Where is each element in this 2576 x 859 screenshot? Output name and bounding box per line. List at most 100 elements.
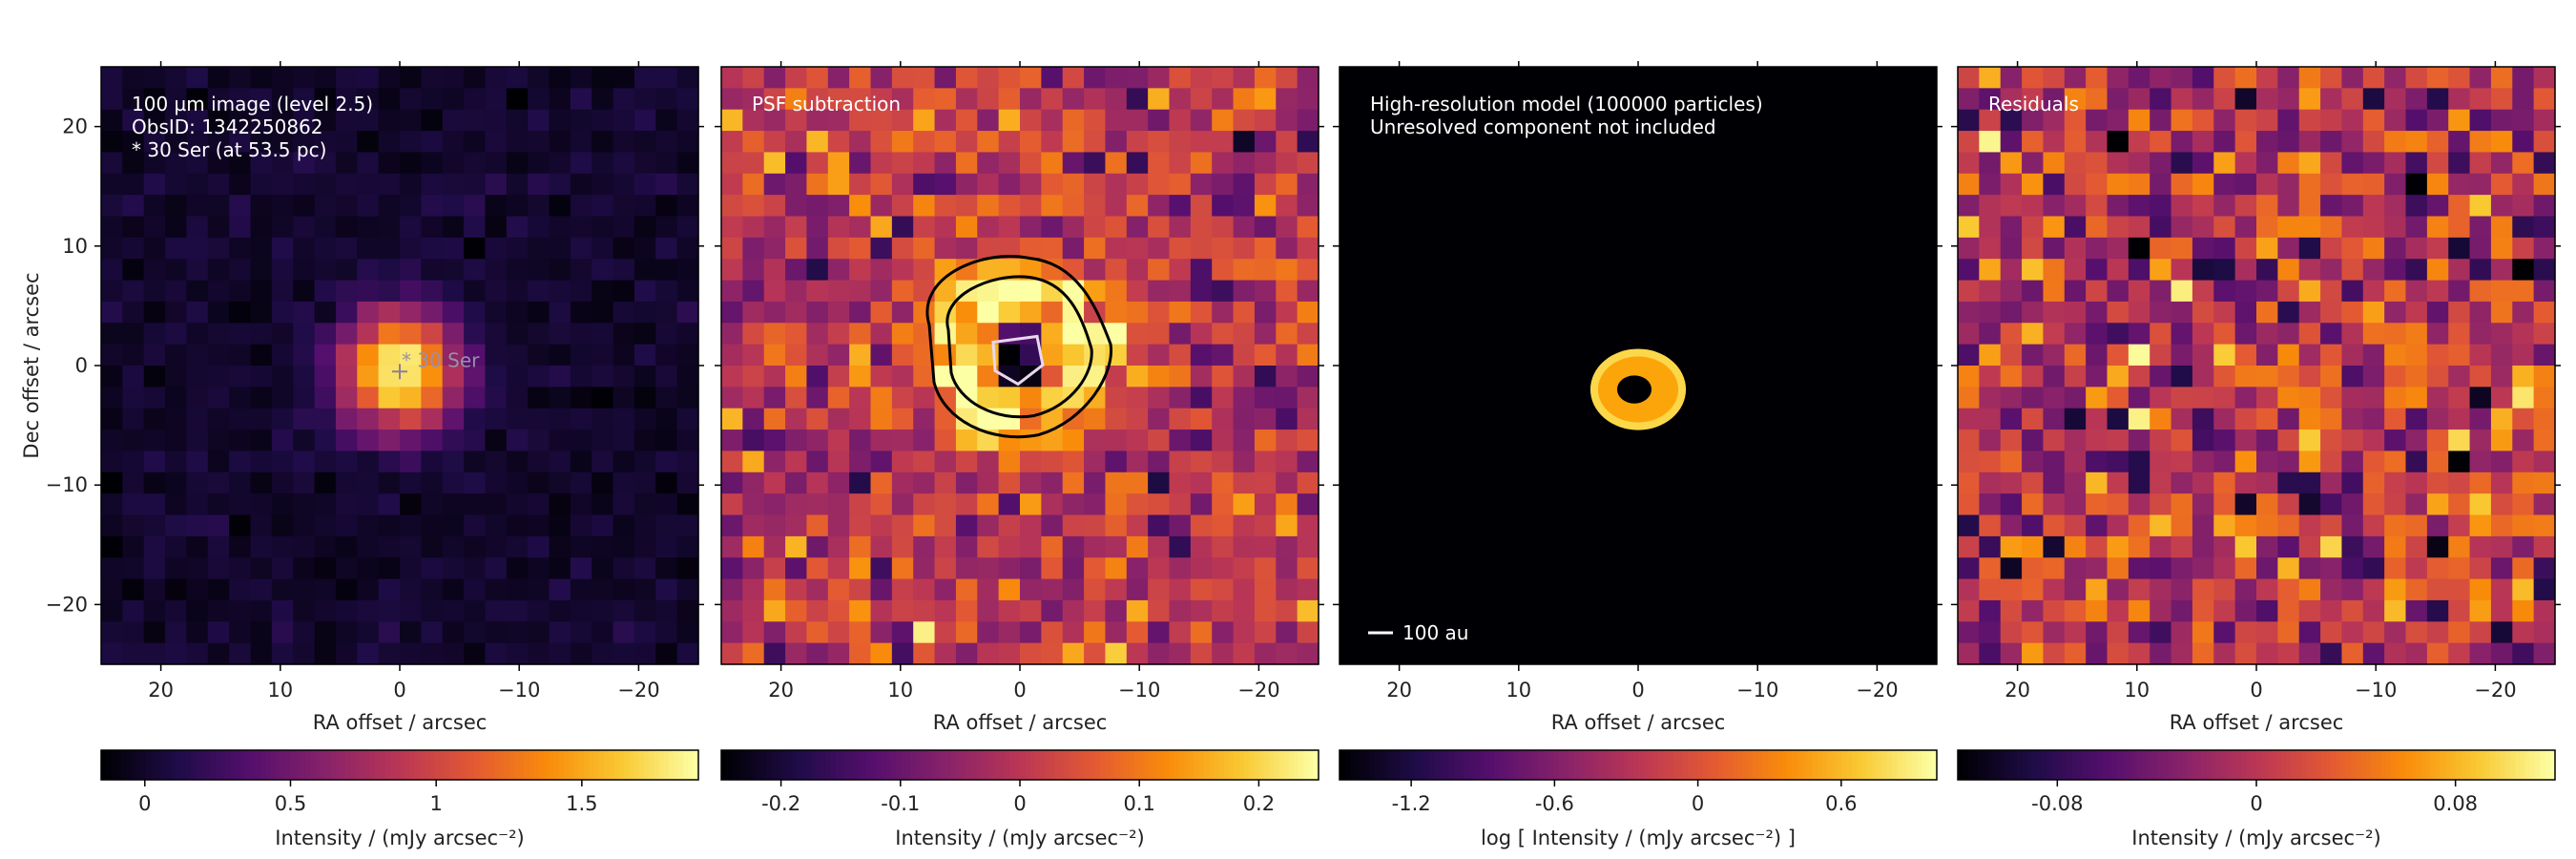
image-pixel xyxy=(2256,152,2278,175)
image-pixel xyxy=(485,621,508,644)
colorbar-segment xyxy=(845,750,852,780)
image-pixel xyxy=(2213,301,2236,324)
image-pixel xyxy=(1958,152,1980,175)
image-pixel xyxy=(613,173,635,196)
image-pixel xyxy=(186,599,209,622)
image-pixel xyxy=(1276,216,1298,239)
image-pixel xyxy=(335,387,358,409)
image-pixel xyxy=(335,450,358,473)
colorbar-segment xyxy=(394,750,401,780)
image-pixel xyxy=(1254,216,1277,239)
image-pixel xyxy=(528,109,551,132)
colorbar-segment xyxy=(2545,750,2551,780)
image-pixel xyxy=(378,557,401,580)
image-pixel xyxy=(570,514,592,537)
image-pixel xyxy=(143,514,166,537)
image-pixel xyxy=(1126,195,1149,218)
y-tick-label: 0 xyxy=(75,354,88,377)
image-pixel xyxy=(186,471,209,494)
colorbar-segment xyxy=(1383,750,1390,780)
colorbar-segment xyxy=(870,750,877,780)
image-pixel xyxy=(676,109,699,132)
image-pixel xyxy=(464,514,487,537)
colorbar-segment xyxy=(634,750,639,780)
image-pixel xyxy=(1958,514,1980,537)
image-pixel xyxy=(186,67,209,89)
image-pixel xyxy=(271,131,294,154)
image-pixel xyxy=(2107,131,2129,154)
image-pixel xyxy=(1979,301,2002,324)
colorbar-segment xyxy=(2241,750,2248,780)
colorbar-segment xyxy=(2465,750,2471,780)
image-pixel xyxy=(2405,237,2428,260)
image-pixel xyxy=(955,450,978,473)
image-pixel xyxy=(1958,216,1980,239)
colorbar-segment xyxy=(2142,750,2148,780)
colorbar-segment xyxy=(1153,750,1160,780)
image-pixel xyxy=(721,88,743,111)
image-pixel xyxy=(2490,387,2513,409)
image-pixel xyxy=(2171,301,2193,324)
image-pixel xyxy=(2234,366,2257,388)
image-pixel xyxy=(891,323,914,346)
image-pixel xyxy=(2298,621,2321,644)
image-pixel xyxy=(613,642,635,665)
image-pixel xyxy=(165,535,188,558)
image-pixel xyxy=(655,195,678,218)
image-pixel xyxy=(2171,471,2193,494)
image-pixel xyxy=(2234,216,2257,239)
image-pixel xyxy=(2150,301,2172,324)
image-pixel xyxy=(849,88,872,111)
image-pixel xyxy=(1084,195,1107,218)
image-pixel xyxy=(271,109,294,132)
image-pixel xyxy=(2405,557,2428,580)
colorbar-tick-label: 0 xyxy=(2250,792,2262,815)
colorbar-segment xyxy=(1349,750,1356,780)
image-pixel xyxy=(421,642,444,665)
image-pixel xyxy=(314,450,337,473)
image-pixel xyxy=(634,131,656,154)
image-pixel xyxy=(592,173,614,196)
image-pixel xyxy=(2298,430,2321,452)
x-tick-label: −20 xyxy=(1856,679,1898,702)
image-pixel xyxy=(1254,195,1277,218)
image-pixel xyxy=(2256,471,2278,494)
image-pixel xyxy=(1190,430,1213,452)
image-pixel xyxy=(1212,259,1235,282)
image-pixel xyxy=(2150,88,2172,111)
colorbar-segment xyxy=(1283,750,1290,780)
colorbar-segment xyxy=(1598,750,1605,780)
colorbar-segment xyxy=(2390,750,2397,780)
colorbar-segment xyxy=(693,750,699,780)
image-pixel xyxy=(721,280,743,303)
image-pixel xyxy=(2150,131,2172,154)
colorbar-segment xyxy=(1009,750,1016,780)
image-pixel xyxy=(1148,642,1171,665)
image-pixel xyxy=(101,471,123,494)
image-pixel xyxy=(592,408,614,430)
image-pixel xyxy=(721,430,743,452)
image-pixel xyxy=(549,323,571,346)
image-pixel xyxy=(442,152,465,175)
image-pixel xyxy=(2000,642,2023,665)
colorbar-segment xyxy=(360,750,366,780)
image-pixel xyxy=(1169,408,1192,430)
colorbar-segment xyxy=(1906,750,1913,780)
colorbar-segment xyxy=(1877,750,1883,780)
image-pixel xyxy=(2469,259,2492,282)
colorbar-segment xyxy=(1109,750,1115,780)
image-pixel xyxy=(2171,557,2193,580)
colorbar-segment xyxy=(1104,750,1111,780)
colorbar-segment xyxy=(533,750,540,780)
image-pixel xyxy=(101,173,123,196)
image-pixel xyxy=(1020,88,1042,111)
image-pixel xyxy=(464,173,487,196)
colorbar-segment xyxy=(1713,750,1719,780)
colorbar-segment xyxy=(2082,750,2088,780)
image-pixel xyxy=(570,493,592,516)
image-pixel xyxy=(528,621,551,644)
image-pixel xyxy=(1254,323,1277,346)
colorbar-segment xyxy=(2495,750,2502,780)
image-pixel xyxy=(592,152,614,175)
image-pixel xyxy=(2064,642,2087,665)
